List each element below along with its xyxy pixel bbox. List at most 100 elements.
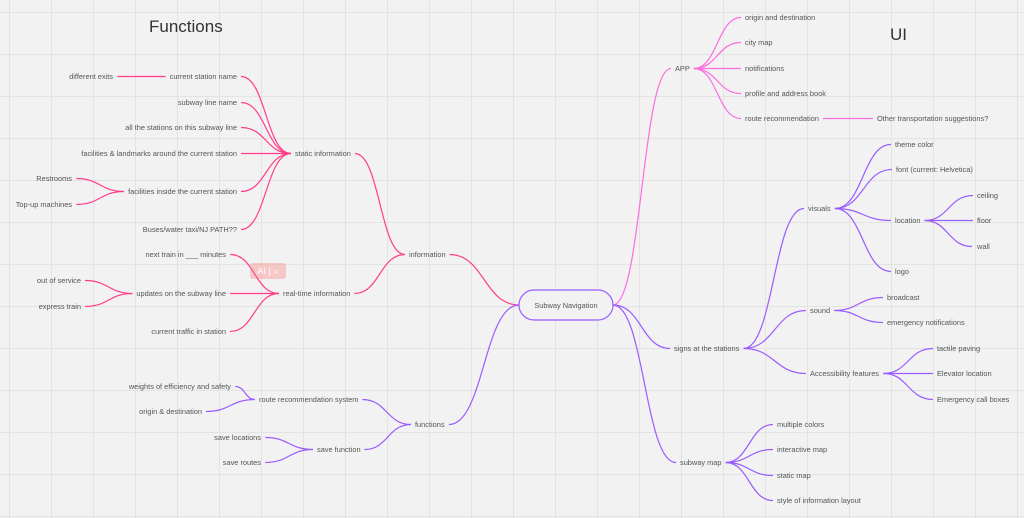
edge-information-realtime [354, 253, 406, 295]
node-csn[interactable]: current station name [170, 72, 237, 81]
edge-root-information [449, 253, 520, 306]
node-notif[interactable]: notifications [745, 64, 784, 73]
node-logo[interactable]: logo [895, 267, 909, 276]
node-buses[interactable]: Buses/water taxi/NJ PATH?? [143, 225, 237, 234]
node-tactile[interactable]: tactile paving [937, 344, 980, 353]
edge-static-facin [240, 152, 292, 193]
edge-sound-emnotif [834, 309, 884, 324]
edge-signs-visuals [743, 207, 805, 350]
node-profile[interactable]: profile and address book [745, 89, 826, 98]
node-multi[interactable]: multiple colors [777, 420, 825, 429]
edge-visuals-logo [834, 207, 892, 273]
edge-signs-sound [743, 309, 807, 350]
node-sound[interactable]: sound [810, 306, 830, 315]
edge-app-citymap [693, 41, 742, 70]
root-node[interactable] [518, 289, 614, 321]
edge-save-saveloc [265, 436, 314, 451]
edge-root-submap [612, 304, 677, 464]
edge-facin-topup [76, 190, 125, 206]
edge-information-static [354, 152, 406, 256]
edge-root-signs [612, 304, 671, 350]
node-realtime[interactable]: real-time information [283, 289, 350, 298]
node-saveloc[interactable]: save locations [214, 433, 261, 442]
edge-visuals-font [834, 168, 893, 210]
edge-root-app [612, 67, 672, 306]
edge-visuals-theme [834, 143, 892, 210]
edge-functions-rrs [362, 398, 412, 426]
edge-location-wall [924, 219, 973, 248]
edge-submap-multi [725, 423, 774, 464]
edge-updates-oos [84, 279, 133, 295]
node-rrs[interactable]: route recommendation system [259, 395, 358, 404]
edge-static-sln [240, 101, 292, 155]
edge-facin-rest [76, 177, 125, 193]
node-font[interactable]: font (current: Helvetica) [896, 165, 973, 174]
node-oos[interactable]: out of service [37, 276, 81, 285]
node-exits[interactable]: different exits [69, 72, 113, 81]
node-access[interactable]: Accessibility features [810, 369, 879, 378]
node-ceiling[interactable]: ceiling [977, 191, 998, 200]
edge-rrs-od [205, 398, 256, 413]
edge-root-functions [448, 304, 520, 426]
node-functions[interactable]: functions [415, 420, 445, 429]
node-traffic[interactable]: current traffic in station [151, 327, 226, 336]
node-next[interactable]: next train in ___ minutes [145, 250, 226, 259]
edge-save-saveroutes [265, 448, 314, 464]
edge-visuals-location [834, 207, 892, 222]
node-style[interactable]: style of information layout [777, 496, 861, 505]
node-information[interactable]: information [409, 250, 446, 259]
node-routerec[interactable]: route recommendation [745, 114, 819, 123]
edge-functions-save [364, 423, 412, 451]
node-app[interactable]: APP [675, 64, 690, 73]
edge-signs-access [743, 347, 807, 375]
edge-location-ceiling [924, 194, 974, 222]
node-staticmap[interactable]: static map [777, 471, 811, 480]
ai-search-badge[interactable]: AI | ⌕ [250, 263, 286, 279]
node-wall[interactable]: wall [976, 242, 990, 251]
node-aod[interactable]: origin and destination [745, 13, 815, 22]
node-express[interactable]: express train [39, 302, 81, 311]
node-signs[interactable]: signs at the stations [674, 344, 740, 353]
edge-updates-express [84, 292, 133, 308]
node-elevator[interactable]: Elevator location [937, 369, 992, 378]
node-save[interactable]: save function [317, 445, 361, 454]
node-od[interactable]: origin & destination [139, 407, 202, 416]
edges [76, 16, 974, 502]
node-facland[interactable]: facilities & landmarks around the curren… [81, 149, 237, 158]
node-updates[interactable]: updates on the subway line [136, 289, 226, 298]
edge-submap-interactive [725, 448, 774, 464]
node-sln[interactable]: subway line name [178, 98, 237, 107]
edge-rrs-weights [235, 385, 256, 401]
edge-static-csn [240, 75, 292, 155]
node-floor[interactable]: floor [977, 216, 992, 225]
node-theme[interactable]: theme color [895, 140, 934, 149]
edge-app-routerec [693, 67, 742, 120]
node-citymap[interactable]: city map [745, 38, 773, 47]
node-rest[interactable]: Restrooms [36, 174, 72, 183]
edge-realtime-traffic [229, 292, 280, 333]
node-weights[interactable]: weights of efficiency and safety [128, 382, 231, 391]
node-topup[interactable]: Top-up machines [16, 200, 73, 209]
node-visuals[interactable]: visuals [808, 204, 831, 213]
node-location[interactable]: location [895, 216, 920, 225]
edge-static-buses [240, 152, 292, 231]
edge-realtime-next [230, 253, 280, 295]
node-interactive[interactable]: interactive map [777, 445, 827, 454]
node-static[interactable]: static information [295, 149, 351, 158]
node-allst[interactable]: all the stations on this subway line [125, 123, 237, 132]
edge-submap-style [725, 461, 774, 502]
node-othertrans[interactable]: Other transportation suggestions? [877, 114, 988, 123]
node-submap[interactable]: subway map [680, 458, 722, 467]
node-facin[interactable]: facilities inside the current station [128, 187, 237, 196]
ui-section-title: UI [890, 25, 907, 44]
edge-sound-broadcast [834, 296, 884, 312]
node-emnotif[interactable]: emergency notifications [887, 318, 965, 327]
node-callbox[interactable]: Emergency call boxes [937, 395, 1010, 404]
node-saveroutes[interactable]: save routes [223, 458, 262, 467]
root-node-label: Subway Navigation [534, 301, 597, 310]
edge-access-tactile [883, 347, 934, 375]
functions-section-title: Functions [149, 17, 223, 36]
node-broadcast[interactable]: broadcast [887, 293, 919, 302]
